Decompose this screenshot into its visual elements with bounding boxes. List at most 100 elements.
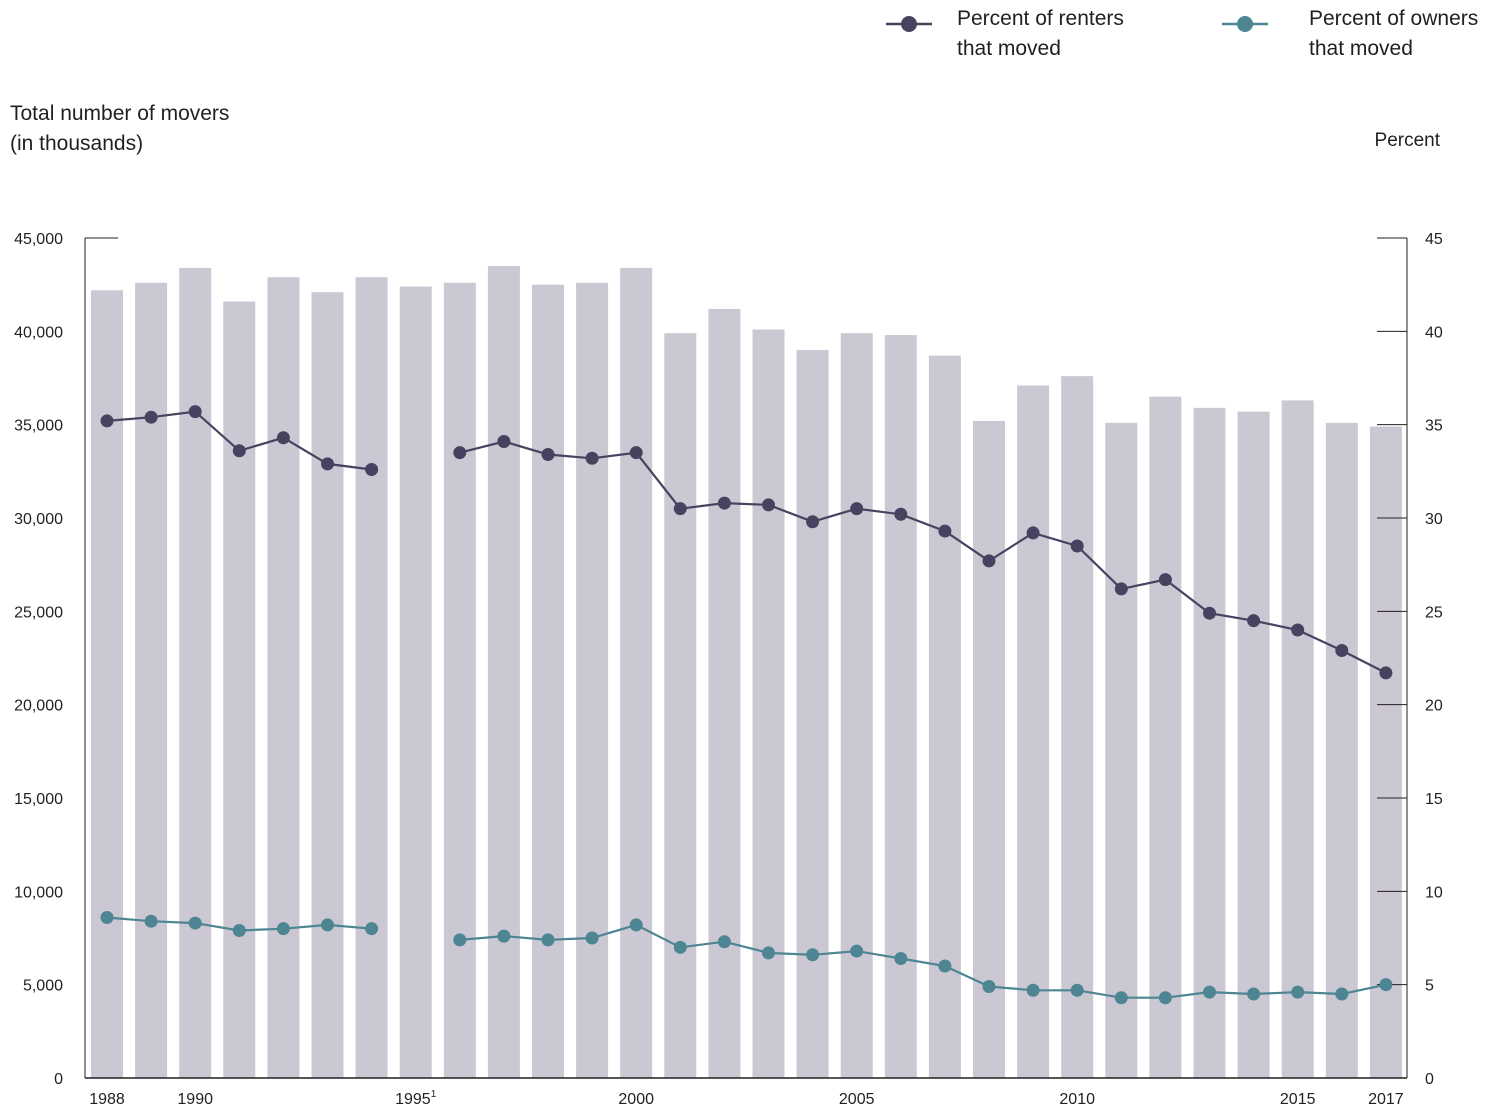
line-owners-segment-2 — [459, 923, 1387, 999]
right-tick-label: 30 — [1425, 511, 1443, 528]
right-tick-label: 20 — [1425, 698, 1443, 715]
bar-1998 — [532, 284, 564, 1079]
point-owners-2008 — [982, 980, 996, 994]
point-renters-1991 — [232, 444, 246, 458]
left-tick-label: 40,000 — [14, 324, 63, 341]
legend-marker-renters — [901, 16, 917, 32]
point-renters-2001 — [673, 502, 687, 516]
x-tick-label-1988: 1988 — [89, 1091, 125, 1108]
bar-2003 — [752, 329, 785, 1078]
point-owners-1990 — [188, 916, 202, 930]
left-tick-label: 25,000 — [14, 604, 63, 621]
point-renters-2003 — [762, 498, 775, 512]
point-owners-2003 — [762, 946, 775, 960]
point-owners-1994 — [365, 922, 379, 936]
point-renters-1990 — [188, 405, 202, 419]
point-renters-1997 — [497, 434, 511, 448]
right-tick-label: 10 — [1425, 884, 1443, 901]
right-tick-label: 40 — [1425, 324, 1443, 341]
point-renters-2015 — [1291, 623, 1305, 637]
bar-1993 — [311, 292, 344, 1079]
point-owners-1988 — [100, 910, 114, 924]
bar-2007 — [928, 355, 961, 1079]
right-axis-title: Percent — [1375, 130, 1441, 151]
bar-1996 — [443, 282, 476, 1078]
point-renters-2004 — [806, 515, 820, 529]
point-renters-2008 — [982, 554, 996, 568]
right-tick-label: 0 — [1425, 1071, 1434, 1088]
point-owners-1996 — [453, 933, 467, 947]
legend-item-renters: Percent of renters that moved — [886, 7, 1124, 60]
bar-1989 — [135, 282, 168, 1078]
right-tick-label: 45 — [1425, 231, 1443, 248]
point-renters-2007 — [938, 524, 952, 538]
legend-label-owners-line1: Percent of owners — [1309, 7, 1478, 30]
x-tick-label-2010: 2010 — [1059, 1091, 1095, 1108]
x-tick-footnote: 1 — [431, 1089, 437, 1100]
legend-label-owners-line2: that moved — [1309, 37, 1413, 60]
bar-2015 — [1281, 400, 1314, 1078]
point-owners-2014 — [1247, 987, 1261, 1001]
left-tick-label: 35,000 — [14, 418, 63, 435]
bar-2000 — [620, 267, 653, 1078]
point-renters-2013 — [1203, 606, 1216, 620]
legend-label-renters-line1: Percent of renters — [957, 7, 1124, 30]
bar-1999 — [576, 282, 609, 1078]
point-renters-1994 — [365, 462, 379, 476]
left-tick-label: 10,000 — [14, 884, 63, 901]
point-owners-1998 — [541, 933, 555, 947]
point-renters-1992 — [276, 431, 290, 445]
point-renters-1999 — [585, 451, 599, 465]
bar-2016 — [1325, 422, 1358, 1078]
point-owners-1993 — [321, 918, 334, 932]
point-renters-2010 — [1070, 539, 1084, 553]
x-tick-label-2005: 2005 — [839, 1091, 875, 1108]
legend-item-owners: Percent of owners that moved — [1222, 7, 1478, 60]
bars-group — [91, 266, 1402, 1079]
point-owners-2001 — [673, 940, 687, 954]
bar-2017 — [1369, 426, 1402, 1078]
point-renters-2005 — [850, 502, 864, 516]
point-owners-1997 — [497, 929, 511, 943]
right-tick-label: 5 — [1425, 978, 1434, 995]
point-owners-1992 — [276, 922, 290, 936]
point-owners-2005 — [850, 944, 864, 958]
right-tick-label: 25 — [1425, 604, 1443, 621]
left-tick-label: 0 — [54, 1071, 63, 1088]
point-renters-1989 — [144, 410, 158, 424]
point-renters-1998 — [541, 448, 555, 462]
bar-1997 — [487, 266, 520, 1078]
bar-2009 — [1017, 385, 1050, 1078]
bar-1995 — [399, 286, 432, 1078]
point-owners-2004 — [806, 948, 820, 962]
point-renters-1988 — [100, 414, 114, 428]
left-tick-label: 20,000 — [14, 698, 63, 715]
bar-2012 — [1149, 396, 1182, 1079]
point-owners-2009 — [1026, 983, 1040, 997]
point-owners-2012 — [1158, 991, 1172, 1005]
x-tick-label-2015: 2015 — [1280, 1091, 1316, 1108]
right-tick-label: 35 — [1425, 418, 1443, 435]
line-renters-segment-2 — [459, 440, 1387, 674]
point-renters-1993 — [321, 457, 334, 471]
left-tick-label: 30,000 — [14, 511, 63, 528]
point-renters-2017 — [1379, 666, 1393, 680]
bar-2008 — [973, 420, 1005, 1078]
point-renters-2000 — [629, 446, 643, 460]
bar-2011 — [1105, 422, 1138, 1078]
point-renters-2012 — [1158, 573, 1172, 587]
left-axis-title-line2: (in thousands) — [10, 132, 143, 155]
bar-2010 — [1061, 376, 1094, 1079]
point-owners-2002 — [717, 935, 731, 949]
point-owners-2010 — [1070, 983, 1084, 997]
bar-2002 — [708, 308, 741, 1078]
axes-group: 0 5,000 10,000 15,000 20,000 25,000 30,000 35,0… — [14, 231, 1443, 1088]
point-renters-2016 — [1335, 644, 1349, 658]
point-owners-2000 — [629, 918, 643, 932]
bar-1991 — [223, 301, 256, 1078]
point-renters-1996 — [453, 446, 467, 460]
left-tick-label: 45,000 — [14, 231, 63, 248]
left-tick-label: 15,000 — [14, 791, 63, 808]
bar-1990 — [179, 267, 212, 1078]
bar-1994 — [355, 277, 388, 1078]
